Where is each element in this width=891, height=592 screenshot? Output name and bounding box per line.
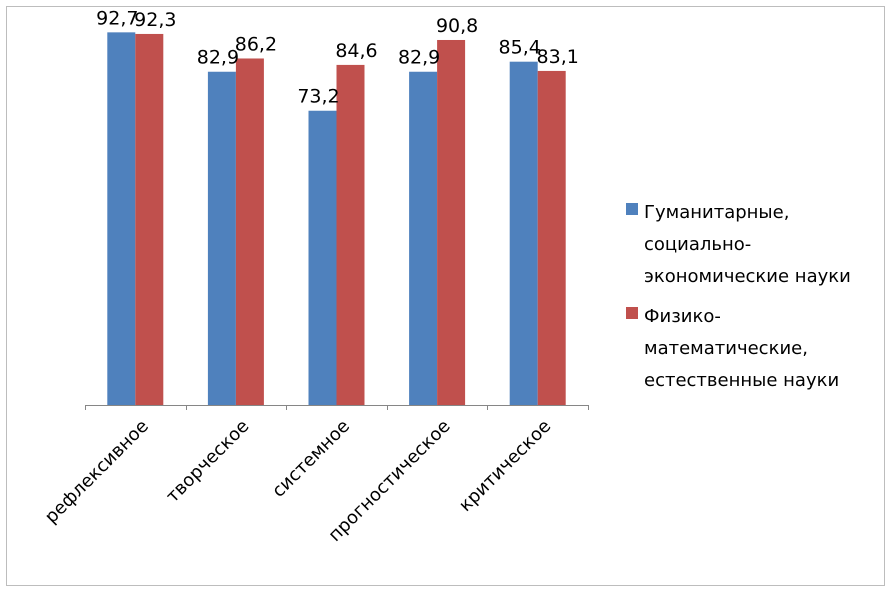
legend-line: Гуманитарные,	[644, 202, 790, 223]
bar-series-2-4	[537, 70, 566, 406]
x-tick-labels: рефлексивное творческое системноепрогности…	[41, 416, 555, 546]
legend-line: естественные науки	[644, 370, 840, 391]
data-label-series-2-1: 86,2	[235, 33, 277, 55]
bar-series-2-1	[235, 58, 264, 405]
legend-line: Физико-	[644, 306, 721, 327]
bar-series-2-2	[336, 64, 365, 406]
data-label-series-1-1: 82,9	[197, 47, 239, 69]
x-tick-label: творческое	[162, 416, 253, 507]
bar-series-1-4	[509, 61, 538, 405]
data-label-series-2-4: 83,1	[537, 46, 579, 68]
data-label-series-1-0: 92,7	[96, 7, 138, 29]
bars-layer	[107, 32, 566, 406]
bar-series-2-3	[437, 39, 466, 405]
x-tick-label: рефлексивное	[41, 416, 153, 528]
data-labels: 92,792,382,986,273,284,6 82,990,885,483,1	[96, 7, 579, 107]
bar-series-1-3	[409, 71, 438, 405]
x-tick-label: критическое	[455, 416, 555, 516]
legend-label-series-2: Физико- математические, естественные нау…	[644, 301, 881, 397]
x-axis	[85, 405, 589, 410]
data-label-series-1-2: 73,2	[297, 86, 339, 108]
legend-line: математические,	[644, 338, 808, 359]
legend-label-series-1: Гуманитарные, социально- экономические н…	[644, 197, 881, 293]
bar-series-2-0	[135, 33, 164, 405]
data-label-series-2-3: 90,8	[436, 15, 478, 37]
x-tick-label: системное	[268, 416, 354, 502]
data-label-series-2-0: 92,3	[134, 9, 176, 31]
data-label-series-1-4: 85,4	[499, 37, 541, 59]
legend-swatch-series-1	[626, 203, 638, 215]
data-label-series-2-2: 84,6	[335, 40, 377, 62]
legend-swatch-series-2	[626, 307, 638, 319]
legend-item-series-1: Гуманитарные, социально- экономические н…	[626, 197, 881, 293]
legend-line: экономические науки	[644, 266, 851, 287]
data-label-series-1-3: 82,9	[398, 47, 440, 69]
bar-series-1-0	[107, 32, 136, 405]
legend-line: социально-	[644, 234, 752, 255]
legend-item-series-2: Физико- математические, естественные нау…	[626, 301, 881, 397]
bar-series-1-2	[308, 110, 337, 406]
bar-series-1-1	[207, 71, 236, 405]
legend: Гуманитарные, социально- экономические н…	[626, 202, 881, 411]
